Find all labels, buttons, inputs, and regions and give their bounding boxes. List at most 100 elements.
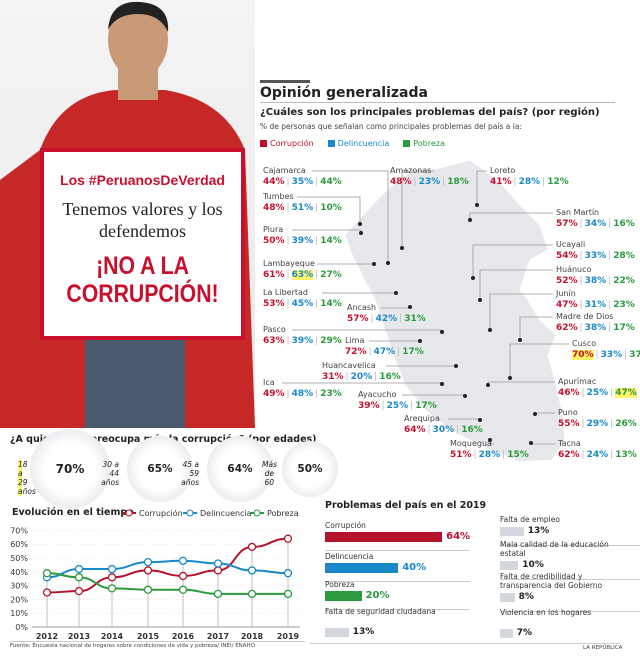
region-value-corrupcion: 57% xyxy=(347,314,369,324)
source-note: Fuente: Encuesta nacional de hogares sob… xyxy=(10,643,256,649)
region-value-pobreza: 16% xyxy=(461,425,483,435)
legend-swatch xyxy=(327,140,335,147)
region-value-corrupcion: 48% xyxy=(390,177,412,187)
region-value-delincuencia: 63% xyxy=(291,270,314,280)
legend-item-corrupcion: Corrupción xyxy=(260,139,314,148)
region-value-delincuencia: 48% xyxy=(291,389,314,399)
region-name: Ayacucho xyxy=(358,390,397,399)
region-dot xyxy=(454,364,458,368)
region-value-delincuencia: 23% xyxy=(418,177,441,187)
region-values: 64% | 30% | 16% xyxy=(404,425,483,435)
region-values: 49% | 48% | 23% xyxy=(263,389,342,399)
region-values: 46% | 25% | 47% xyxy=(558,388,637,398)
y-tick-label: 40% xyxy=(10,568,28,577)
separator: | xyxy=(608,300,612,310)
region-value-delincuencia: 34% xyxy=(584,219,607,229)
leader-line xyxy=(476,170,487,205)
region-dot xyxy=(386,261,390,265)
bar-value: 64% xyxy=(446,531,471,542)
region-values: 52% | 38% | 22% xyxy=(556,276,635,286)
region-dot xyxy=(508,376,512,380)
region-dot xyxy=(408,305,412,309)
region-value-corrupcion: 63% xyxy=(263,336,285,346)
data-point xyxy=(74,573,84,582)
data-point xyxy=(178,556,188,565)
region-name: Ica xyxy=(263,378,275,387)
region-value-delincuencia: 39% xyxy=(291,236,314,246)
region-values: 48% | 51% | 10% xyxy=(263,203,342,213)
region-dot xyxy=(440,330,444,334)
region-value-delincuencia: 38% xyxy=(584,276,607,286)
legend-label: Pobreza xyxy=(413,139,445,148)
region-value-corrupcion: 55% xyxy=(558,419,580,429)
region-values: 62% | 38% | 17% xyxy=(556,323,635,333)
data-point xyxy=(283,534,293,543)
separator: | xyxy=(581,388,585,398)
separator: | xyxy=(542,177,546,187)
protester-photo: Los #PeruanosDeVerdad Tenemos valores y … xyxy=(0,0,255,428)
region-value-pobreza: 12% xyxy=(547,177,569,187)
sign-message: Tenemos valores y los defendemos xyxy=(62,199,223,241)
section-bar xyxy=(260,80,310,83)
region-value-corrupcion: 52% xyxy=(556,276,578,286)
separator: | xyxy=(286,203,290,213)
region-value-pobreza: 13% xyxy=(615,450,637,460)
data-point xyxy=(143,585,153,594)
legend-label: Delincuencia xyxy=(200,509,252,518)
region-values: 57% | 34% | 16% xyxy=(556,219,635,229)
region-values: 61% | 63% | 27% xyxy=(263,270,342,280)
legend-swatch xyxy=(260,140,267,147)
region-value-corrupcion: 31% xyxy=(322,372,344,382)
y-tick-label: 60% xyxy=(10,540,28,549)
leader-line xyxy=(509,343,569,378)
subtitle: % de personas que señalan como principal… xyxy=(260,122,522,131)
region-name: Cusco xyxy=(572,339,597,348)
region-value-pobreza: 28% xyxy=(613,251,635,261)
region-name: Tumbes xyxy=(263,192,294,201)
region-name: La Libertad xyxy=(263,288,308,297)
separator: | xyxy=(286,299,290,309)
bar-value: 10% xyxy=(522,560,544,570)
peru-map-shape xyxy=(344,159,566,463)
divider xyxy=(260,102,615,103)
separator: | xyxy=(608,323,612,333)
region-dot xyxy=(372,262,376,266)
sign-slogan: ¡NO A LA CORRUPCIÓN! xyxy=(66,252,219,308)
x-tick-label: 2016 xyxy=(172,632,195,641)
x-tick-label: 2015 xyxy=(137,632,160,641)
data-point xyxy=(213,566,223,575)
bar-value: 13% xyxy=(352,627,375,637)
separator: | xyxy=(581,450,585,460)
bar-label: Falta de empleo xyxy=(500,515,560,524)
bar xyxy=(325,628,349,637)
x-tick-label: 2013 xyxy=(68,632,90,641)
region-values: 51% | 28% | 15% xyxy=(450,450,529,460)
region-dot xyxy=(486,383,490,387)
region-value-corrupcion: 62% xyxy=(556,323,578,333)
region-value-pobreza: 23% xyxy=(320,389,342,399)
bar-label: Mala calidad de la educación estatal xyxy=(500,540,609,558)
separator: | xyxy=(370,314,374,324)
region-name: Cajamarca xyxy=(263,166,306,175)
legend-marker xyxy=(125,509,133,517)
bar-label: Falta de credibilidad y transparencia de… xyxy=(500,572,603,590)
region-name: Apurímac xyxy=(558,377,597,386)
separator: | xyxy=(286,236,290,246)
separator: | xyxy=(610,450,614,460)
bar xyxy=(325,563,399,573)
data-point xyxy=(107,573,117,582)
data-point xyxy=(42,588,52,597)
region-value-corrupcion: 48% xyxy=(263,203,285,213)
data-point xyxy=(107,584,117,593)
region-value-pobreza: 14% xyxy=(320,299,342,309)
line-chart: 0% 10% 20% 30% 40% 50% 60% 70% 2012 2013 2014 2015 2… xyxy=(10,508,300,641)
region-value-delincuencia: 35% xyxy=(291,177,314,187)
legend-item-delincuencia: Delincuencia xyxy=(327,139,389,148)
separator: | xyxy=(315,177,319,187)
credit: LA REPÚBLICA xyxy=(583,645,623,651)
row-divider xyxy=(500,545,640,546)
separator: | xyxy=(579,276,583,286)
separator: | xyxy=(427,425,431,435)
region-value-pobreza: 23% xyxy=(613,300,635,310)
region-value-delincuencia: 38% xyxy=(584,323,607,333)
